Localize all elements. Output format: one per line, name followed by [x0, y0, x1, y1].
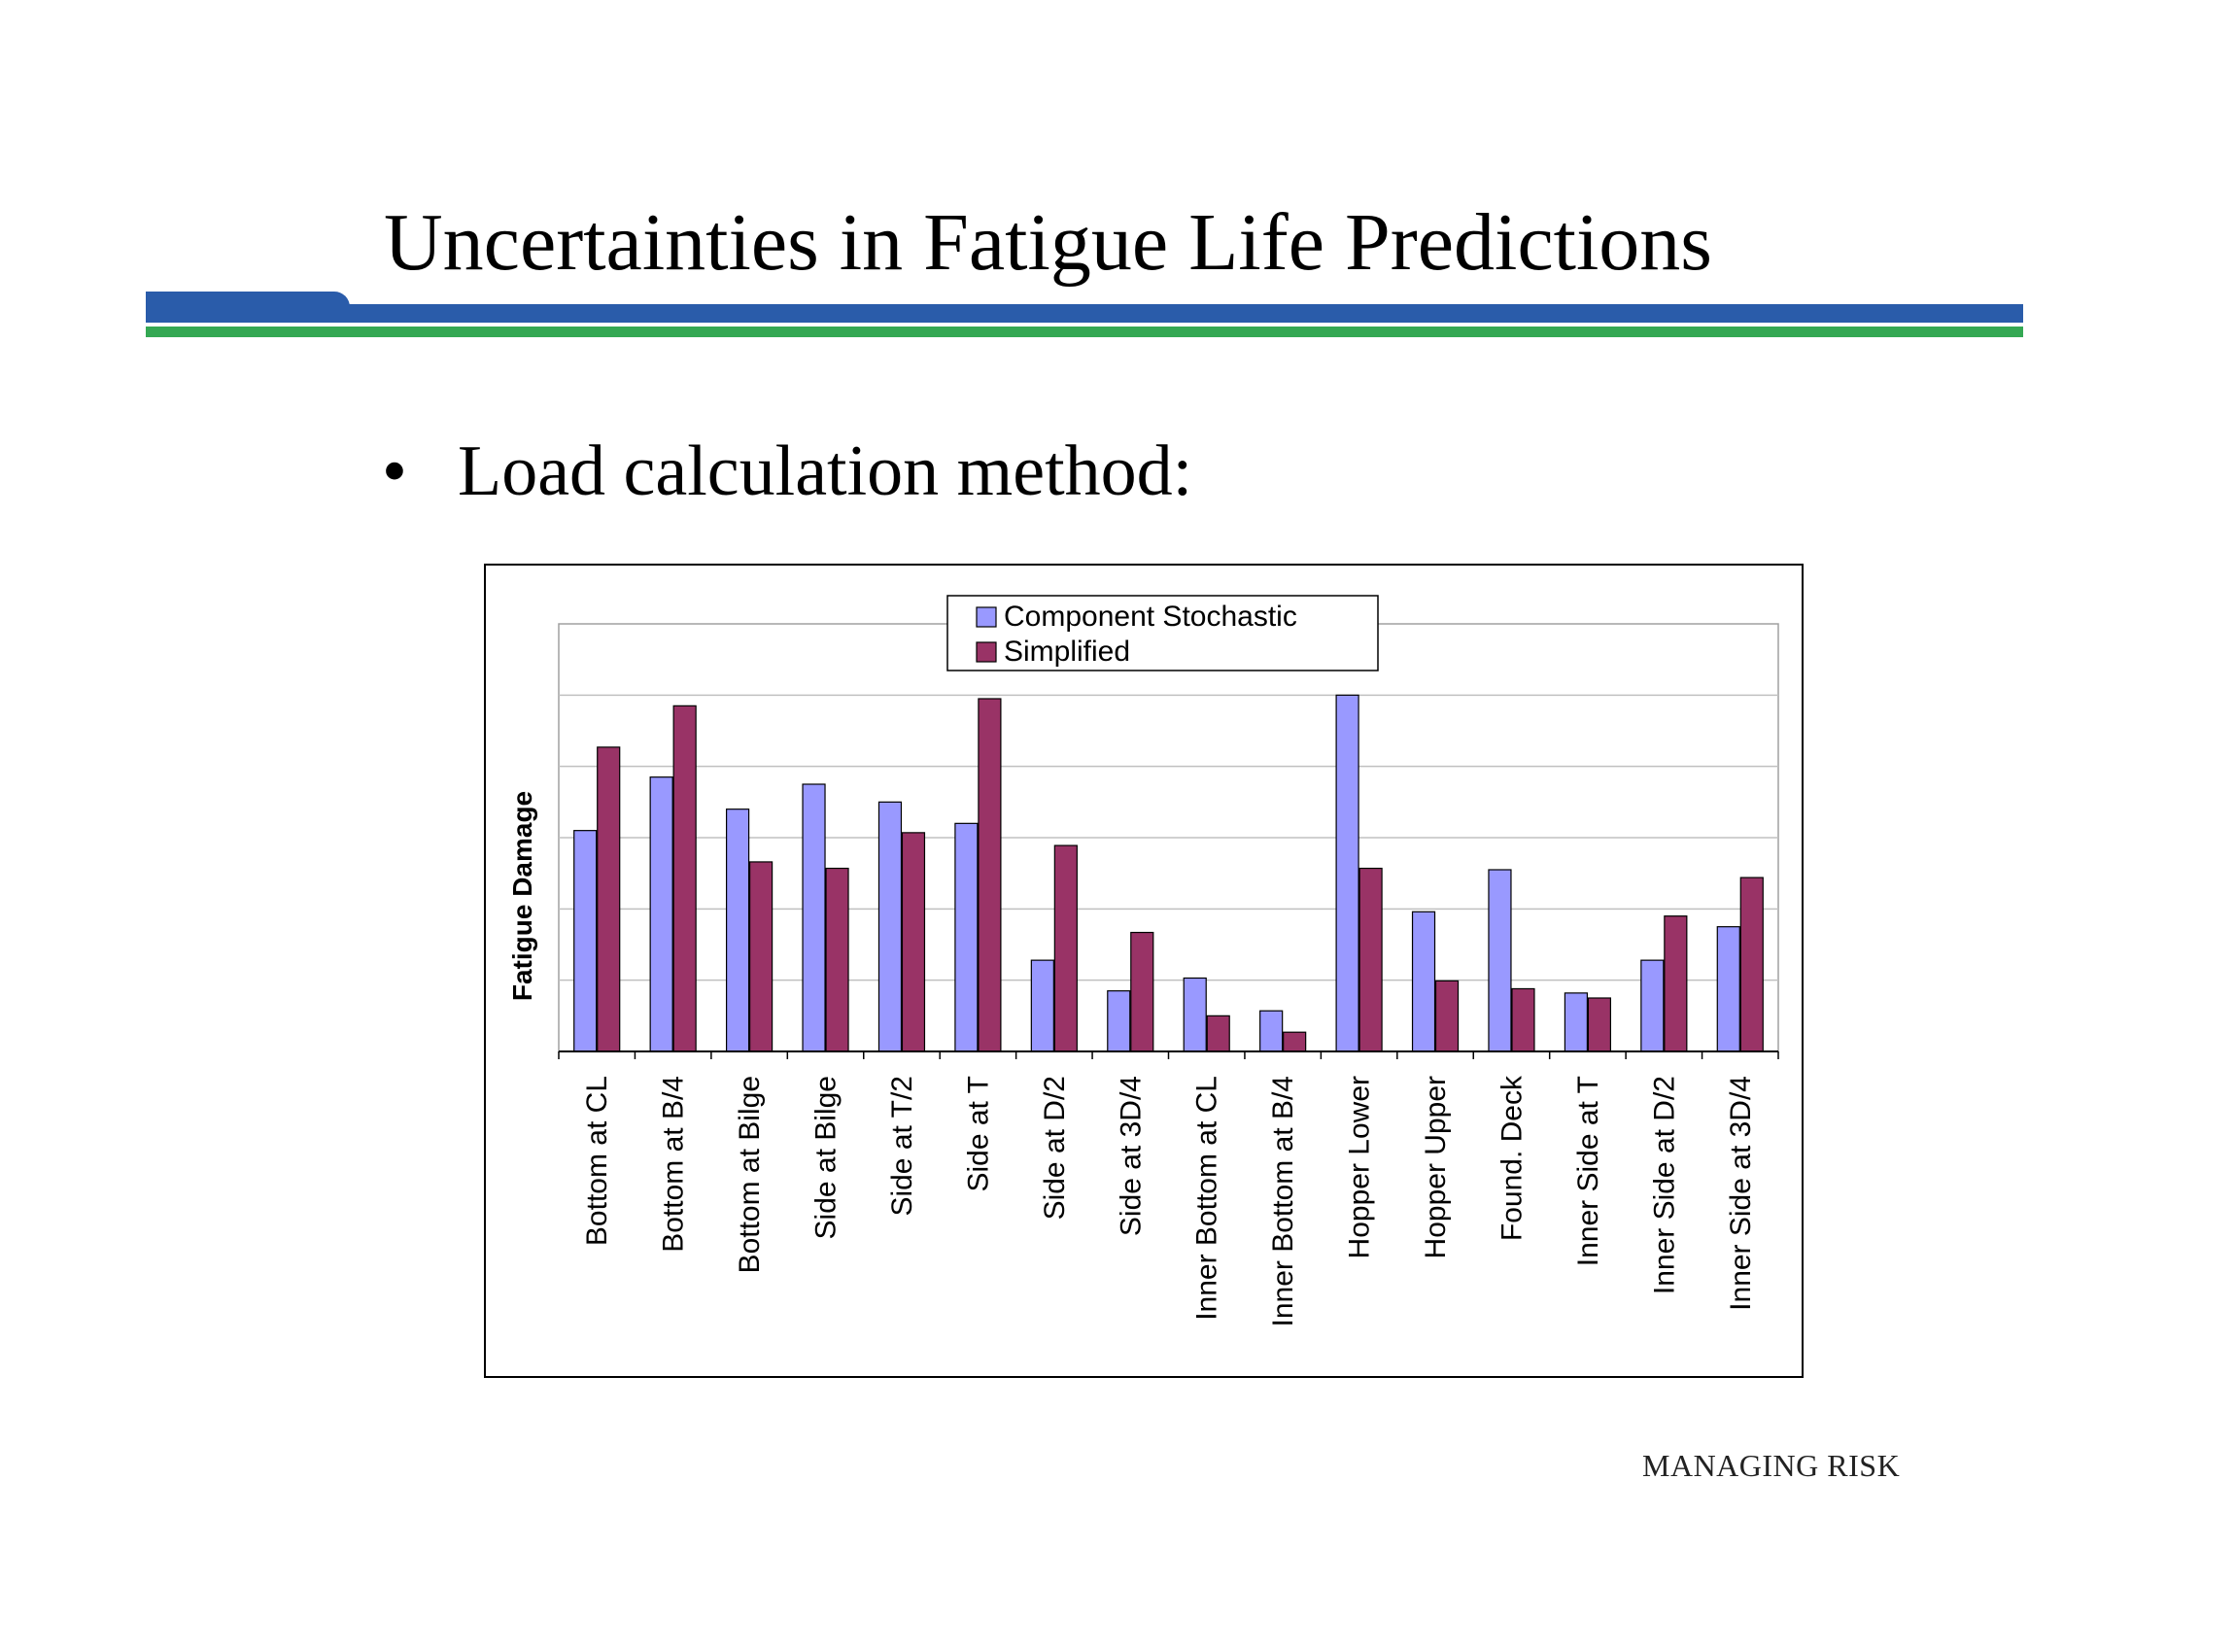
- footer-text: MANAGING RISK: [1642, 1448, 1901, 1483]
- bullet-item: • Load calculation method:: [382, 435, 1192, 507]
- bar-simplified: [672, 705, 697, 1052]
- bar-component-stochastic: [1411, 911, 1436, 1052]
- bar-simplified: [1358, 867, 1383, 1052]
- bar-simplified: [978, 698, 1002, 1052]
- bar-simplified: [1053, 844, 1078, 1052]
- legend-box: [946, 595, 1379, 671]
- x-tick-label: Hopper Lower: [1344, 1076, 1376, 1258]
- x-tick-label: Side at T: [962, 1076, 994, 1192]
- bar-simplified: [1664, 915, 1688, 1052]
- x-tick-label: Bottom at CL: [581, 1076, 613, 1246]
- bar-component-stochastic: [802, 783, 826, 1052]
- y-axis-title: Fatigue Damage: [507, 791, 537, 1001]
- bullet-text: Load calculation method:: [458, 431, 1193, 511]
- legend-label: Component Stochastic: [1004, 601, 1297, 633]
- bar-chart: Bottom at CL Bottom at B/4 Bottom at Bilge…: [507, 595, 1779, 1326]
- x-tick-label: Inner Bottom at B/4: [1267, 1076, 1299, 1326]
- x-tick-label: Inner Side at D/2: [1648, 1076, 1680, 1294]
- bar-component-stochastic: [877, 801, 903, 1052]
- x-tick-label: Side at 3D/4: [1115, 1076, 1147, 1236]
- x-tick-label: Side at T/2: [886, 1076, 918, 1217]
- bar-component-stochastic: [1488, 869, 1512, 1052]
- slide-title: Uncertainties in Fatigue Life Prediction…: [384, 197, 1712, 288]
- chart-frame: Bottom at CL Bottom at B/4 Bottom at Bilge…: [484, 564, 1804, 1378]
- x-tick-label: Side at D/2: [1039, 1076, 1071, 1220]
- bar-simplified: [1130, 931, 1154, 1052]
- bar-simplified: [1206, 1015, 1230, 1052]
- title-rule-green: [146, 327, 2023, 337]
- bar-simplified: [1511, 987, 1535, 1052]
- title-rule-blue: [146, 304, 2023, 323]
- x-tick-label: Inner Side at T: [1572, 1076, 1604, 1266]
- x-tick-label: Bottom at Bilge: [734, 1076, 766, 1273]
- bar-simplified: [1283, 1031, 1307, 1052]
- bar-component-stochastic: [725, 809, 750, 1052]
- x-tick-label: Side at Bilge: [810, 1076, 842, 1239]
- bar-simplified: [1739, 877, 1764, 1052]
- bar-simplified: [825, 867, 849, 1052]
- bar-component-stochastic: [573, 830, 598, 1052]
- legend-label: Simplified: [1004, 636, 1130, 668]
- bar-simplified: [901, 832, 926, 1052]
- legend-swatch: [976, 606, 997, 628]
- bar-simplified: [1587, 997, 1612, 1052]
- x-tick-label: Hopper Upper: [1420, 1076, 1452, 1258]
- bar-component-stochastic: [954, 822, 979, 1052]
- bar-component-stochastic: [1335, 694, 1359, 1052]
- x-tick-label: Found. Deck: [1496, 1075, 1528, 1241]
- x-tick-label: Inner Bottom at CL: [1191, 1076, 1223, 1321]
- bar-component-stochastic: [649, 776, 673, 1052]
- bullet-marker: •: [382, 431, 407, 511]
- bar-component-stochastic: [1030, 959, 1054, 1052]
- bar-simplified: [597, 746, 621, 1052]
- bar-component-stochastic: [1564, 992, 1589, 1052]
- x-tick-label: Inner Side at 3D/4: [1725, 1076, 1757, 1311]
- bar-component-stochastic: [1183, 977, 1207, 1052]
- legend-swatch: [976, 641, 997, 663]
- bar-component-stochastic: [1259, 1010, 1284, 1052]
- x-tick-label: Bottom at B/4: [658, 1076, 690, 1253]
- bar-component-stochastic: [1107, 990, 1131, 1052]
- bar-simplified: [1434, 980, 1460, 1052]
- bar-component-stochastic: [1640, 959, 1665, 1052]
- bar-component-stochastic: [1716, 926, 1740, 1052]
- bar-simplified: [748, 861, 774, 1052]
